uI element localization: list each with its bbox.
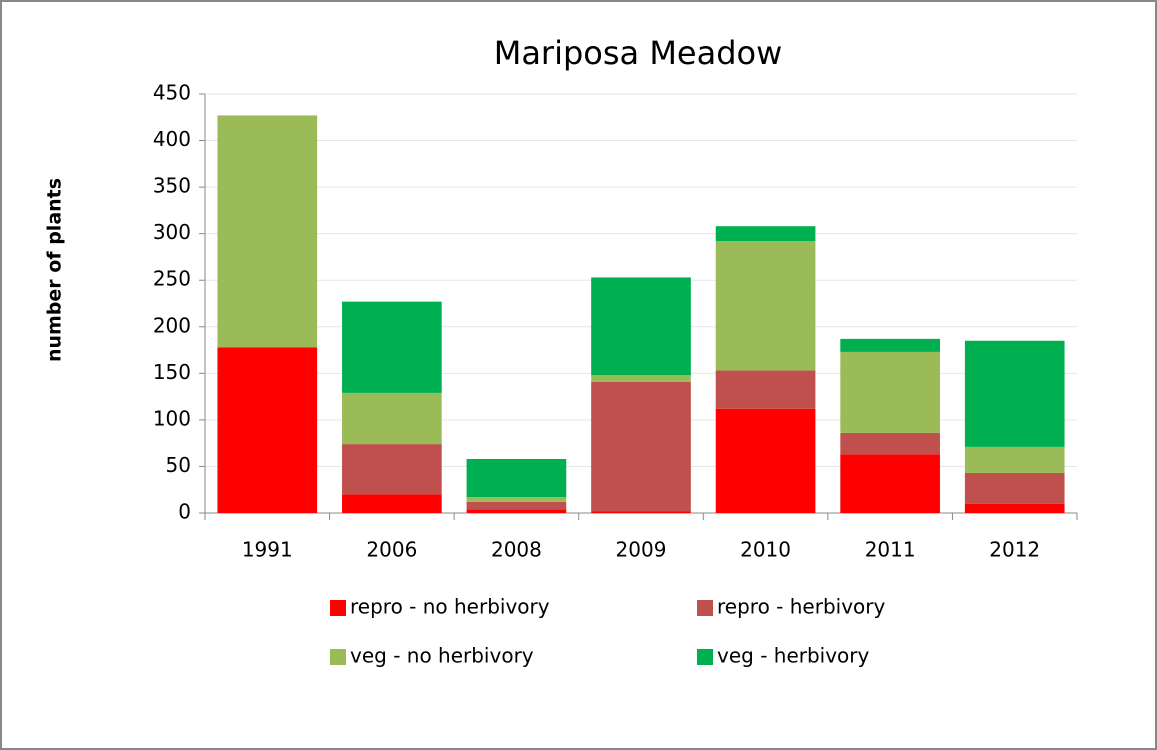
x-tick-label: 2012 <box>989 538 1040 562</box>
legend-label: veg - no herbivory <box>350 644 534 668</box>
x-tick-label: 2009 <box>616 538 667 562</box>
y-tick-label: 250 <box>153 267 191 291</box>
y-tick-label: 150 <box>153 360 191 384</box>
bar-segment <box>840 351 940 433</box>
bar-segment <box>466 497 567 502</box>
bar-segment <box>964 472 1065 504</box>
legend-label: veg - herbivory <box>717 644 870 668</box>
bar-segment <box>715 226 816 242</box>
bar-segment <box>591 277 691 376</box>
bar-segment <box>840 432 940 455</box>
y-tick-label: 100 <box>153 406 191 430</box>
legend-label: repro - no herbivory <box>350 595 550 619</box>
x-tick-label: 2011 <box>865 538 916 562</box>
bar-segment <box>342 444 442 495</box>
bar-segment <box>840 338 940 352</box>
y-tick-label: 450 <box>153 81 191 105</box>
bar-segment <box>715 241 816 371</box>
y-tick-label: 200 <box>153 313 191 337</box>
bar-segment <box>466 501 567 510</box>
bar-segment <box>591 375 691 382</box>
legend-swatch <box>330 649 346 665</box>
bar-segment <box>840 454 940 513</box>
legend-swatch <box>697 649 713 665</box>
bar-segment <box>217 347 318 513</box>
x-tick-label: 2010 <box>740 538 791 562</box>
legend-swatch <box>330 600 346 616</box>
bar-segment <box>466 458 567 498</box>
y-tick-label: 350 <box>153 174 191 198</box>
legend-swatch <box>697 600 713 616</box>
x-tick-label: 2006 <box>366 538 417 562</box>
chart-title: Mariposa Meadow <box>494 34 783 72</box>
y-axis-label: number of plants <box>44 178 66 362</box>
y-tick-label: 300 <box>153 220 191 244</box>
bar-segment <box>591 381 691 512</box>
bar-segment <box>964 503 1065 513</box>
y-tick-label: 50 <box>166 453 191 477</box>
bar-segment <box>342 301 442 393</box>
y-tick-label: 0 <box>178 500 191 524</box>
legend-label: repro - herbivory <box>717 595 885 619</box>
bar-segment <box>964 446 1065 473</box>
bar-segment <box>715 408 816 513</box>
bar-segment <box>342 392 442 445</box>
bar-segment <box>715 370 816 409</box>
x-tick-label: 1991 <box>242 538 293 562</box>
x-tick-label: 2008 <box>491 538 542 562</box>
bar-segment <box>342 494 442 513</box>
y-tick-label: 400 <box>153 127 191 151</box>
bar-segment <box>591 511 691 513</box>
bar-segment <box>217 115 318 348</box>
bar-segment <box>964 340 1065 447</box>
bar-segment <box>466 509 567 513</box>
